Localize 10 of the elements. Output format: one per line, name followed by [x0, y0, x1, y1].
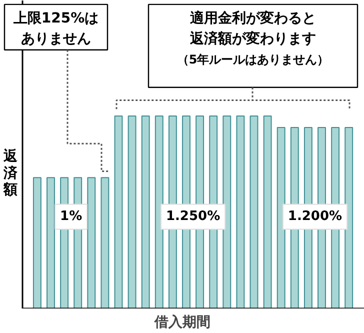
y-axis-title: 返済額 — [2, 147, 18, 198]
text: 返済額が変わります — [189, 30, 316, 47]
text: （5年ルールはありません） — [176, 52, 330, 67]
annotation: 1% — [60, 209, 82, 224]
annotation: 1.200% — [288, 209, 342, 224]
text: ありません — [21, 31, 91, 47]
text: 適用金利が変わると — [189, 9, 316, 26]
x-axis-title: 借入期間 — [154, 314, 210, 330]
annotation: 1.250% — [166, 209, 220, 224]
text: 上限125%は — [12, 10, 99, 26]
